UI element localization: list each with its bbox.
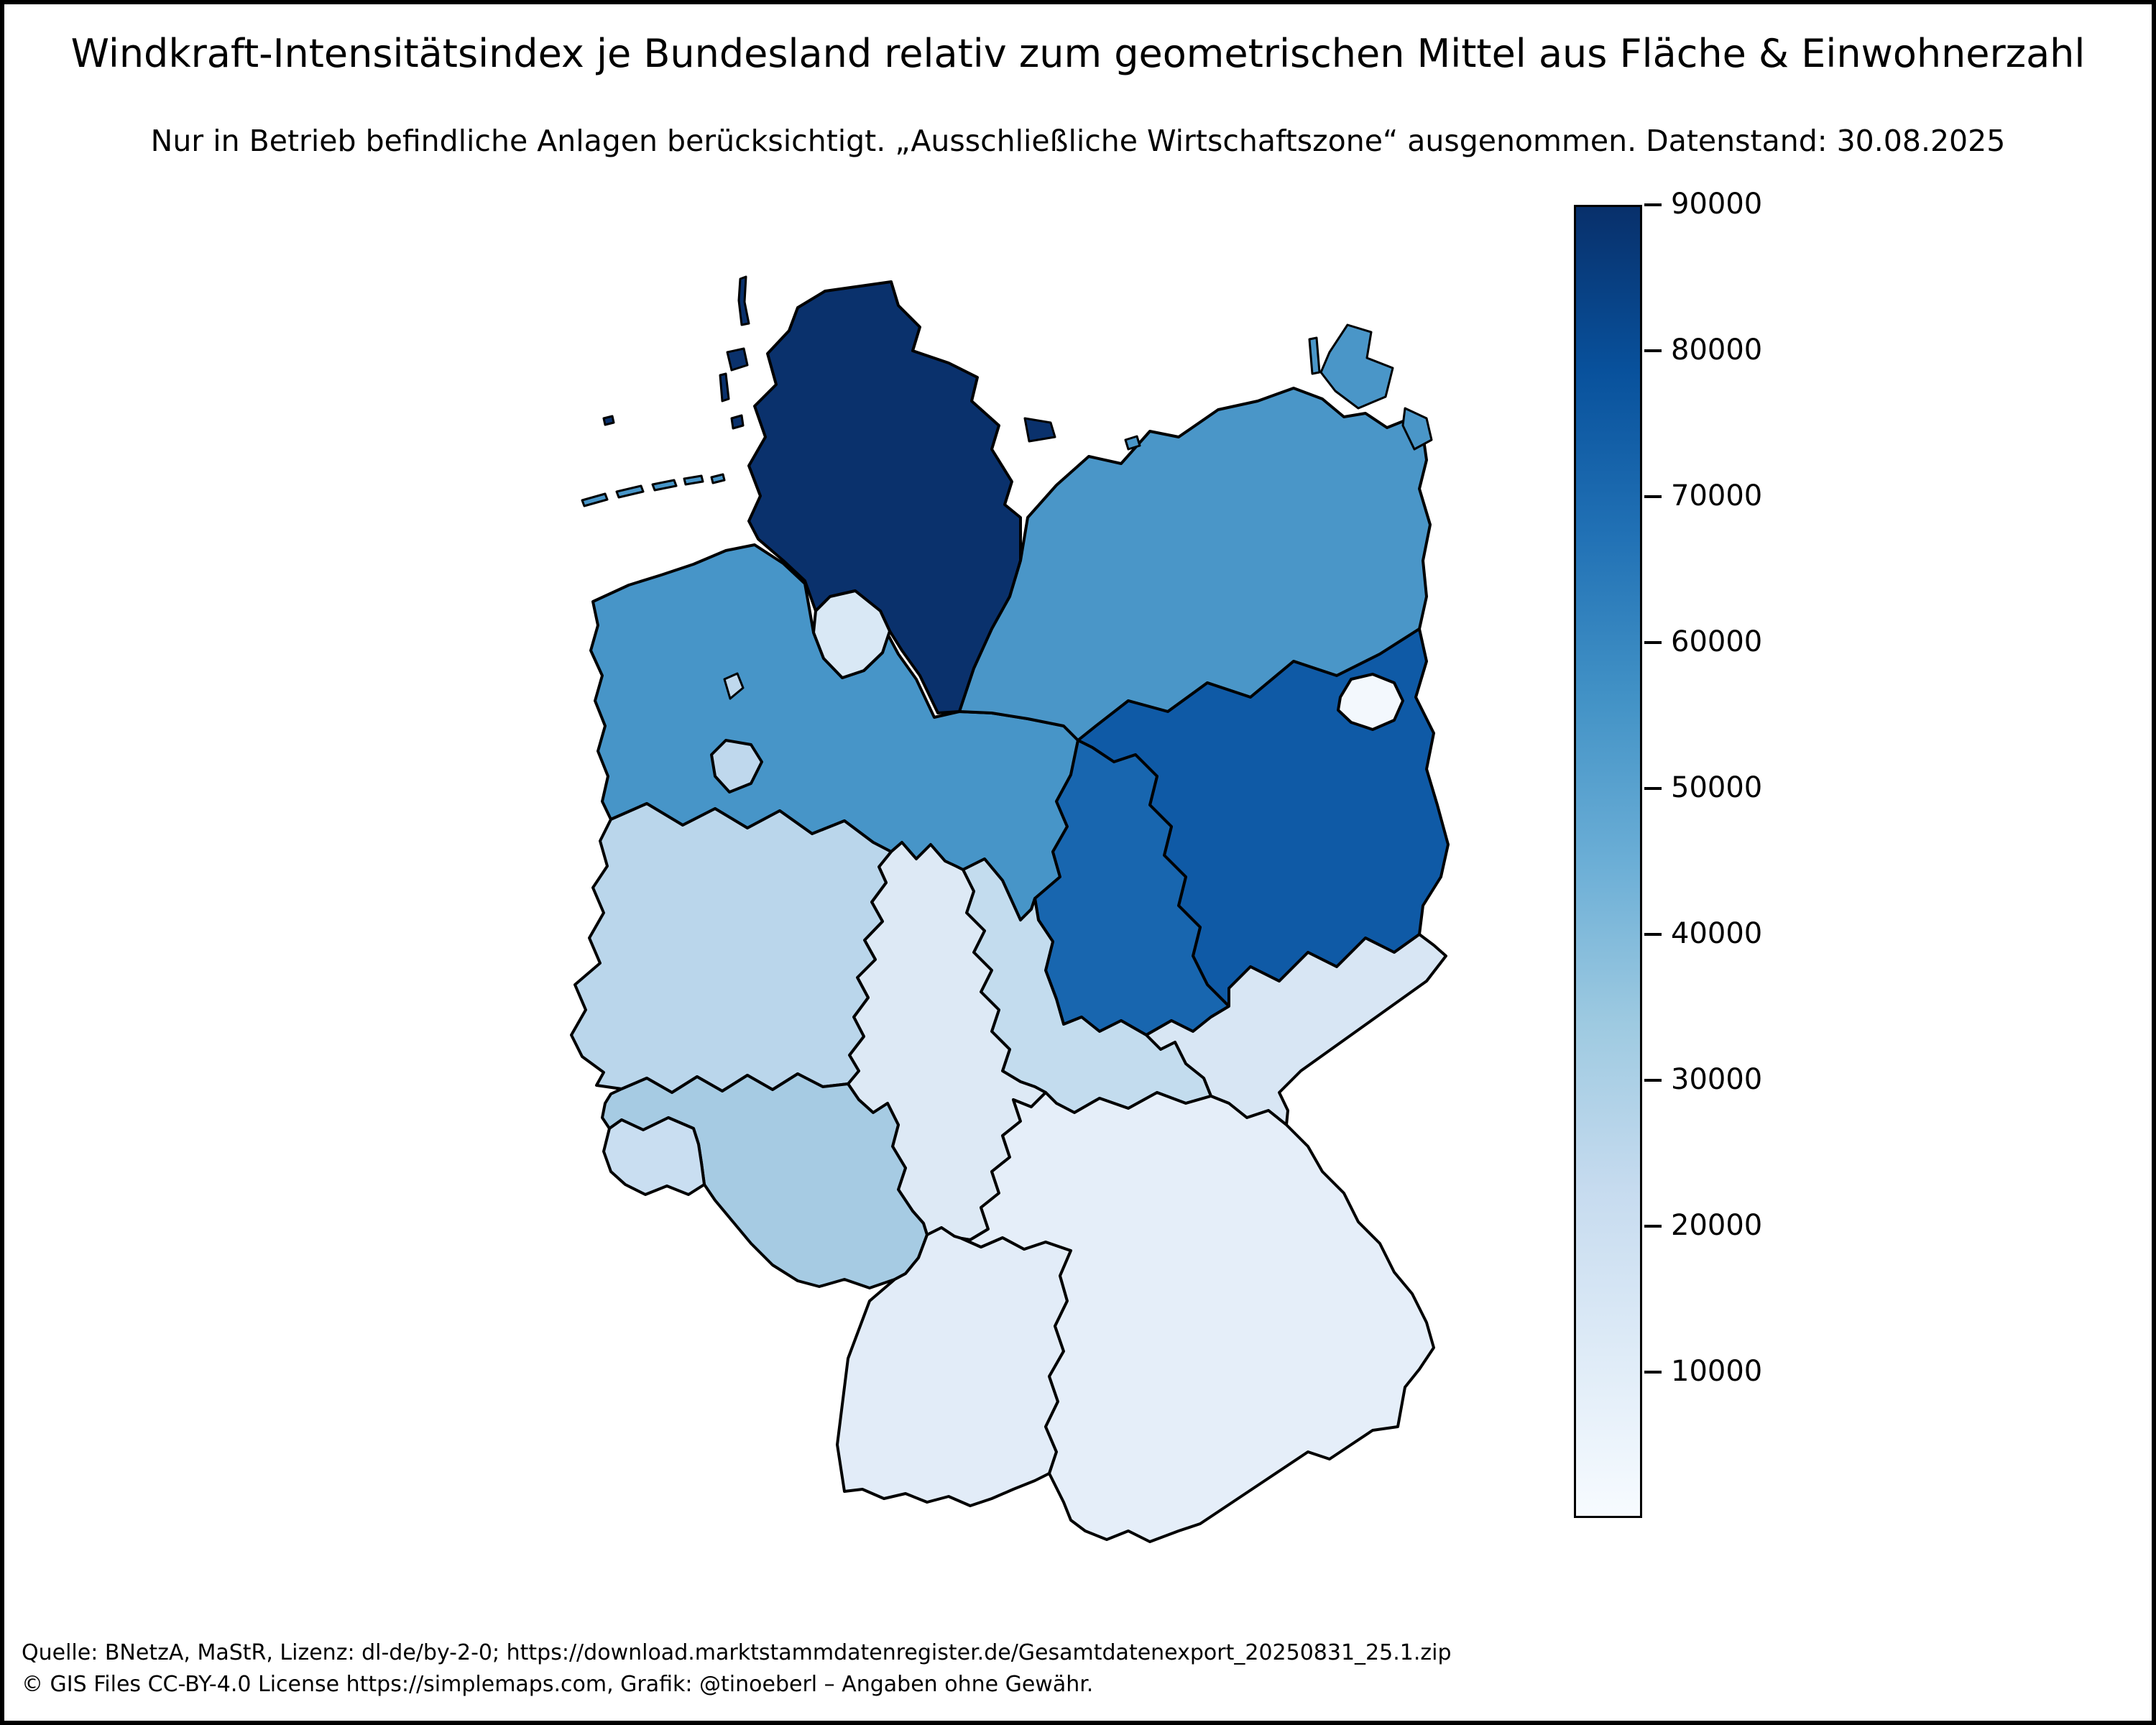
colorbar-tick-mark	[1644, 640, 1662, 644]
state-bremen	[710, 739, 763, 794]
colorbar-tick-label: 80000	[1671, 334, 1763, 367]
germany-choropleth-map	[570, 275, 1450, 1543]
island-juist-norderney	[615, 484, 645, 499]
state-saarland	[602, 1116, 706, 1196]
colorbar-tick-mark	[1644, 203, 1662, 206]
colorbar-ticks: 90000 80000 70000 60000 50000 40000 30000 20000…	[1642, 188, 1858, 1518]
island-ruegen	[1319, 323, 1394, 410]
footer-source-line: Quelle: BNetzA, MaStR, Lizenz: dl-de/by-…	[22, 1640, 1452, 1665]
colorbar-tick-mark	[1644, 787, 1662, 790]
island-sylt	[737, 275, 750, 326]
colorbar-tick-mark	[1644, 1078, 1662, 1082]
island-poel	[1124, 435, 1141, 451]
state-berlin	[1337, 673, 1404, 731]
island-borkum	[581, 492, 609, 507]
colorbar-tick-mark	[1644, 933, 1662, 936]
footer-license-line: © GIS Files CC-BY-4.0 License https://si…	[22, 1672, 1094, 1697]
island-helgoland	[602, 415, 615, 426]
colorbar-tick-label: 10000	[1671, 1355, 1763, 1389]
colorbar-tick-label: 50000	[1671, 771, 1763, 805]
colorbar-tick-mark	[1644, 495, 1662, 498]
island-spiekeroog	[683, 474, 704, 486]
colorbar-tick-label: 70000	[1671, 479, 1763, 513]
colorbar-tick-label: 30000	[1671, 1063, 1763, 1097]
colorbar-tick-label: 40000	[1671, 917, 1763, 951]
colorbar-tick-label: 90000	[1671, 188, 1763, 221]
island-baltrum-langeoog	[651, 479, 678, 492]
colorbar-tick-label: 20000	[1671, 1209, 1763, 1243]
colorbar	[1574, 205, 1642, 1518]
colorbar-tick-mark	[1644, 349, 1662, 352]
island-amrum	[719, 372, 730, 402]
state-nordrhein-westfalen	[570, 802, 893, 1094]
island-hiddensee	[1308, 336, 1321, 375]
island-foehr	[726, 347, 749, 372]
colorbar-tick-mark	[1644, 1371, 1662, 1374]
state-bayern	[960, 1091, 1435, 1543]
island-wangerooge	[710, 473, 726, 484]
island-pellworm	[730, 414, 745, 430]
chart-subtitle: Nur in Betrieb befindliche Anlagen berüc…	[150, 124, 2006, 158]
state-schleswig-holstein	[747, 280, 1022, 714]
state-bremerhaven	[723, 672, 745, 700]
island-fehmarn	[1023, 417, 1056, 443]
state-mecklenburg-vorpommern	[958, 387, 1432, 742]
state-hamburg	[812, 589, 891, 679]
chart-title: Windkraft-Intensitätsindex je Bundesland…	[70, 31, 2086, 76]
island-usedom	[1401, 407, 1433, 451]
colorbar-tick-label: 60000	[1671, 625, 1763, 659]
colorbar-tick-mark	[1644, 1225, 1662, 1228]
